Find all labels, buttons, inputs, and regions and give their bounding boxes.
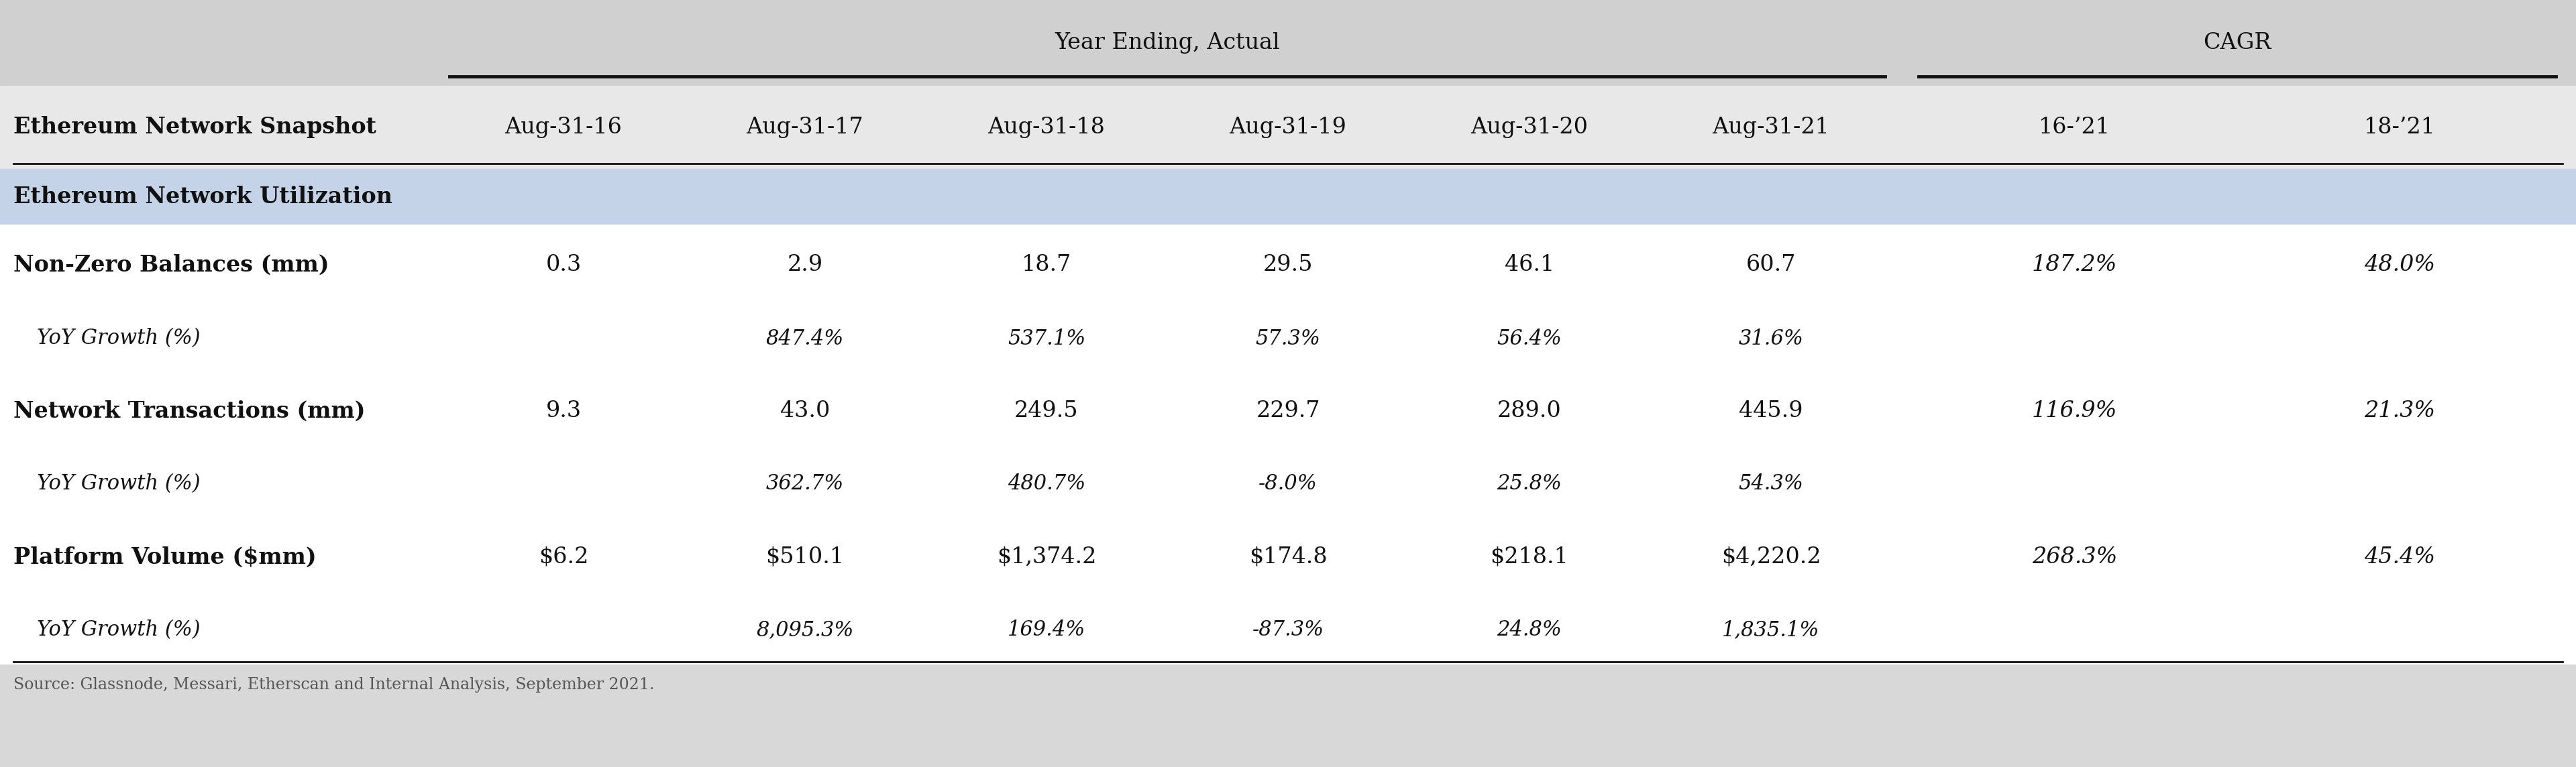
Text: 445.9: 445.9 <box>1739 400 1803 422</box>
Text: 249.5: 249.5 <box>1015 400 1079 422</box>
Text: Year Ending, Actual: Year Ending, Actual <box>1054 32 1280 54</box>
Text: Ethereum Network Snapshot: Ethereum Network Snapshot <box>13 117 376 139</box>
Text: 1,835.1%: 1,835.1% <box>1723 620 1819 640</box>
Text: $6.2: $6.2 <box>538 546 587 568</box>
Text: 18.7: 18.7 <box>1023 254 1072 275</box>
Text: 25.8%: 25.8% <box>1497 474 1561 495</box>
Bar <box>0 86 2576 169</box>
Text: 48.0%: 48.0% <box>2365 254 2434 275</box>
Text: Network Transactions (mm): Network Transactions (mm) <box>13 400 366 423</box>
Text: CAGR: CAGR <box>2202 32 2272 54</box>
Text: 847.4%: 847.4% <box>765 328 845 349</box>
Text: 169.4%: 169.4% <box>1007 620 1084 640</box>
Text: -8.0%: -8.0% <box>1260 474 1316 495</box>
Text: 21.3%: 21.3% <box>2365 400 2434 422</box>
Text: 31.6%: 31.6% <box>1739 328 1803 349</box>
Bar <box>0 225 2576 305</box>
Text: Aug-31-19: Aug-31-19 <box>1229 117 1347 138</box>
Text: 8,095.3%: 8,095.3% <box>757 620 853 640</box>
Bar <box>0 0 2576 86</box>
Text: 54.3%: 54.3% <box>1739 474 1803 495</box>
Text: 43.0: 43.0 <box>781 400 829 422</box>
Text: 46.1: 46.1 <box>1504 254 1553 275</box>
Text: 480.7%: 480.7% <box>1007 474 1084 495</box>
Text: Aug-31-21: Aug-31-21 <box>1713 117 1829 138</box>
Text: 18-’21: 18-’21 <box>2365 117 2437 138</box>
Text: $174.8: $174.8 <box>1249 546 1327 568</box>
Text: 2.9: 2.9 <box>788 254 822 275</box>
Text: 116.9%: 116.9% <box>2032 400 2117 422</box>
Text: YoY Growth (%): YoY Growth (%) <box>36 620 201 640</box>
Text: 268.3%: 268.3% <box>2032 546 2117 568</box>
Text: Source: Glassnode, Messari, Etherscan and Internal Analysis, September 2021.: Source: Glassnode, Messari, Etherscan an… <box>13 677 654 693</box>
Text: 289.0: 289.0 <box>1497 400 1561 422</box>
Text: $218.1: $218.1 <box>1492 546 1569 568</box>
Text: 45.4%: 45.4% <box>2365 546 2434 568</box>
Text: 0.3: 0.3 <box>546 254 582 275</box>
Text: 537.1%: 537.1% <box>1007 328 1084 349</box>
Text: 9.3: 9.3 <box>546 400 582 422</box>
Text: Platform Volume ($mm): Platform Volume ($mm) <box>13 546 317 568</box>
Text: 24.8%: 24.8% <box>1497 620 1561 640</box>
Text: YoY Growth (%): YoY Growth (%) <box>36 328 201 349</box>
Bar <box>0 518 2576 597</box>
Text: Aug-31-20: Aug-31-20 <box>1471 117 1589 138</box>
Text: -87.3%: -87.3% <box>1252 620 1324 640</box>
Text: $4,220.2: $4,220.2 <box>1721 546 1821 568</box>
Bar <box>0 450 2576 518</box>
Text: $1,374.2: $1,374.2 <box>997 546 1097 568</box>
Text: 187.2%: 187.2% <box>2032 254 2117 275</box>
Text: Aug-31-18: Aug-31-18 <box>987 117 1105 138</box>
Bar <box>0 597 2576 663</box>
Bar <box>0 372 2576 450</box>
Bar <box>0 305 2576 372</box>
Text: 29.5: 29.5 <box>1262 254 1314 275</box>
Text: 229.7: 229.7 <box>1257 400 1319 422</box>
Text: Ethereum Network Utilization: Ethereum Network Utilization <box>13 186 392 208</box>
Text: $510.1: $510.1 <box>765 546 845 568</box>
Text: 57.3%: 57.3% <box>1255 328 1321 349</box>
Bar <box>0 169 2576 225</box>
Text: Aug-31-17: Aug-31-17 <box>747 117 863 138</box>
Text: 56.4%: 56.4% <box>1497 328 1561 349</box>
Text: 16-’21: 16-’21 <box>2038 117 2110 138</box>
Text: 60.7: 60.7 <box>1747 254 1795 275</box>
Text: YoY Growth (%): YoY Growth (%) <box>36 474 201 495</box>
Text: 362.7%: 362.7% <box>765 474 845 495</box>
Text: Aug-31-16: Aug-31-16 <box>505 117 623 138</box>
Text: Non-Zero Balances (mm): Non-Zero Balances (mm) <box>13 254 330 276</box>
